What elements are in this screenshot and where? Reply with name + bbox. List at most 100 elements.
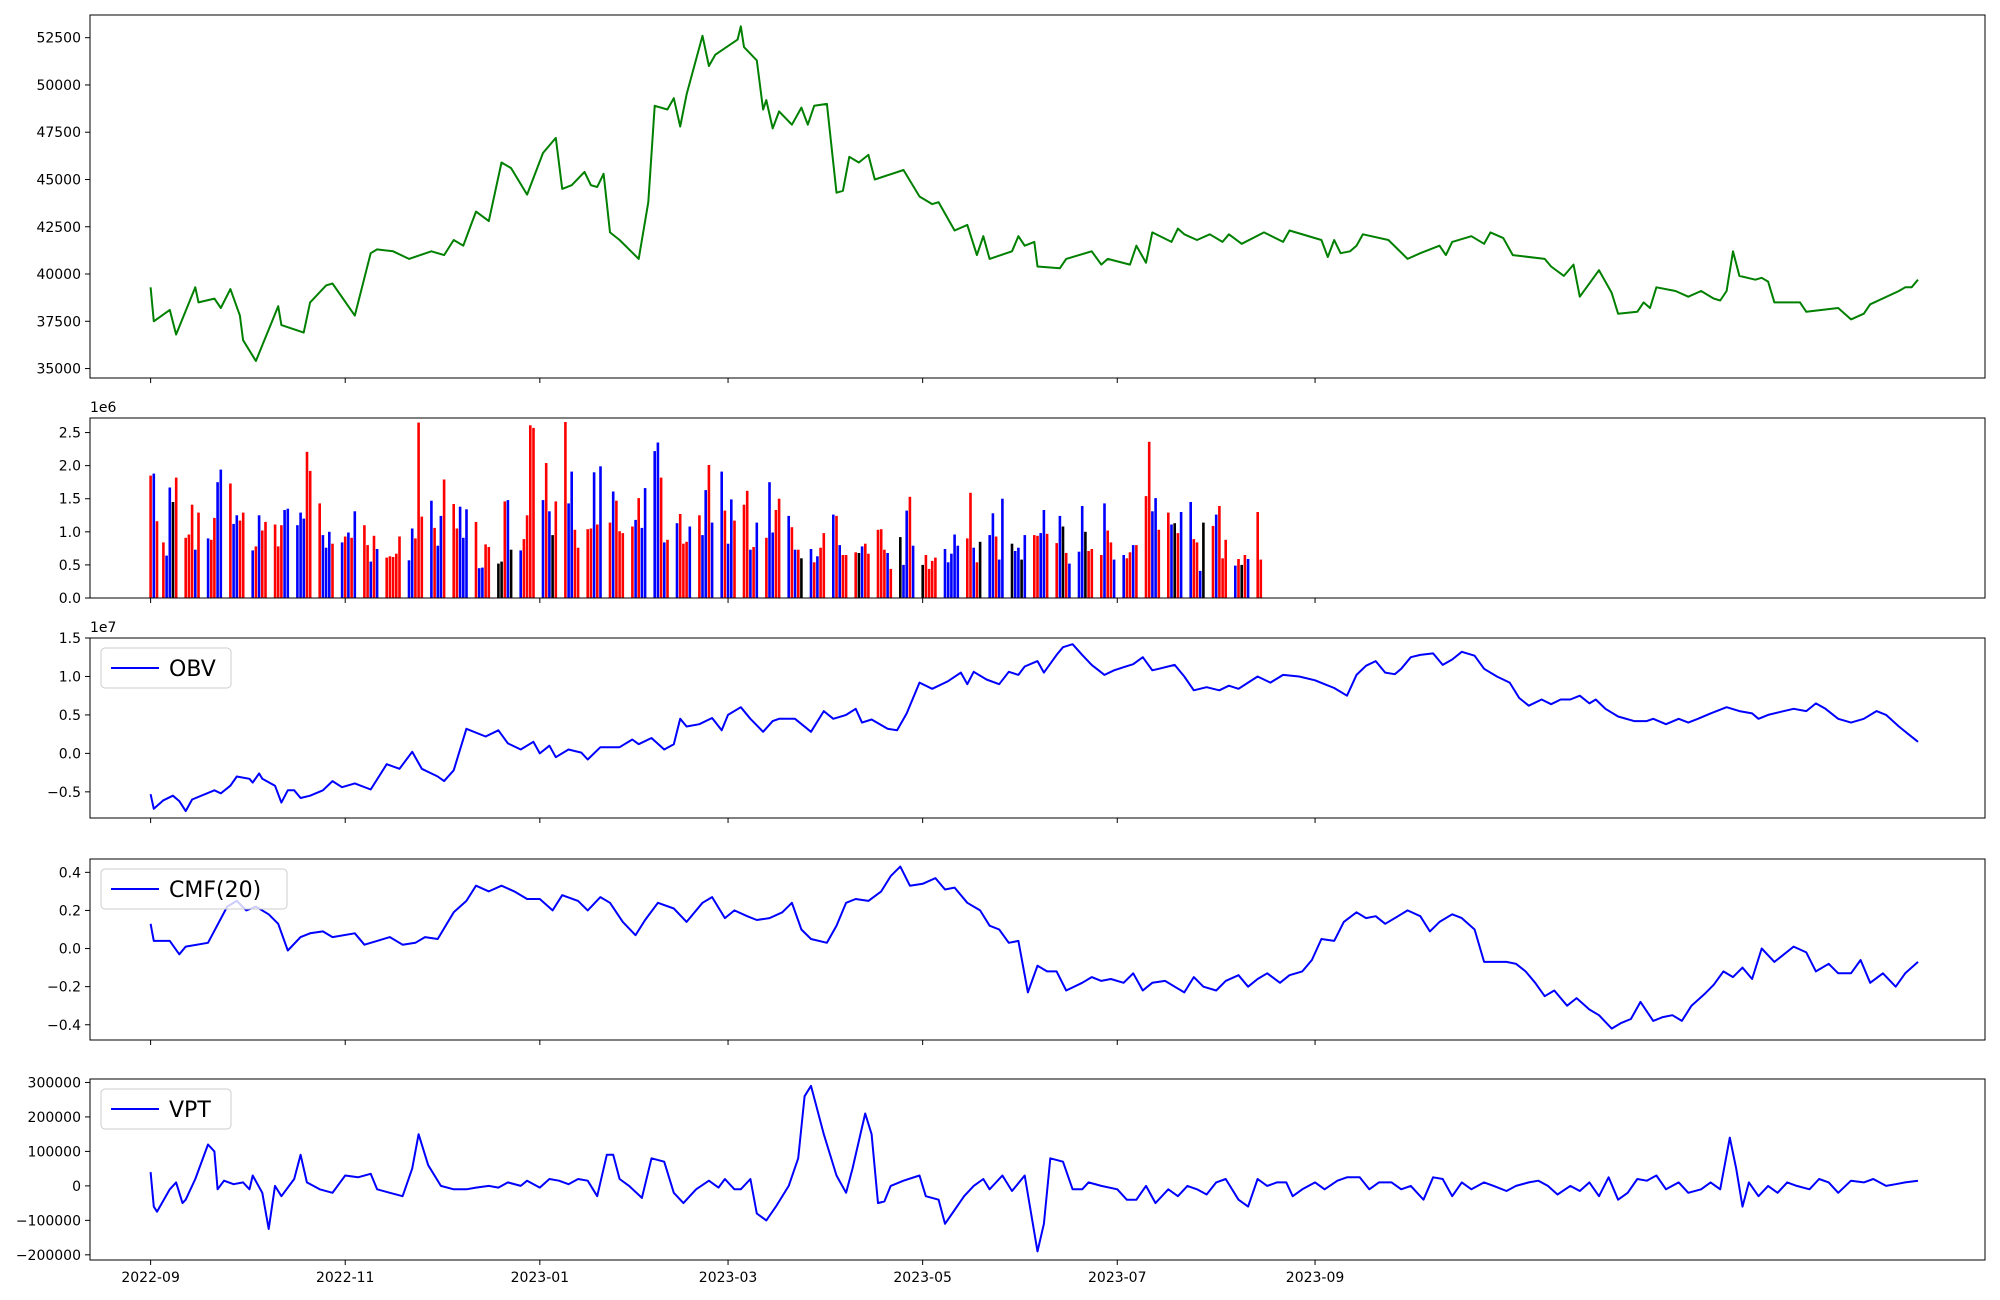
volume-bar (280, 525, 283, 598)
obv-ytick-label: 1.0 (59, 669, 81, 685)
volume-bar (308, 470, 312, 598)
volume-bar (420, 516, 424, 598)
volume-bar (1084, 531, 1087, 598)
price-ytick-label: 45000 (36, 172, 81, 188)
volume-bar (816, 556, 819, 598)
cmf-ytick-label: 0.4 (59, 865, 81, 881)
volume-bar (436, 545, 440, 598)
volume-bar (1087, 551, 1090, 598)
x-tick-label: 2023-01 (511, 1270, 570, 1286)
volume-bar (525, 515, 529, 598)
cmf-line (149, 865, 1919, 1030)
volume-bar (908, 496, 912, 598)
volume-bar (1154, 498, 1157, 598)
volume-bar (318, 503, 321, 598)
volume-bar (1128, 552, 1132, 598)
volume-bar (194, 549, 197, 598)
volume-bar (777, 498, 781, 598)
volume-bar (1135, 545, 1138, 598)
volume-bar (621, 533, 625, 598)
volume-bar (975, 562, 979, 598)
vpt-legend: VPT (100, 1088, 232, 1130)
price-ytick-label: 42500 (36, 220, 81, 236)
volume-bar (1214, 514, 1218, 598)
volume-bar (698, 515, 701, 598)
volume-bar (1106, 530, 1109, 598)
volume-bar (1058, 515, 1062, 598)
volume-bar (155, 521, 159, 598)
volume-bar (1240, 564, 1243, 598)
volume-bar (685, 541, 688, 598)
vpt-axes-frame (89, 1078, 1986, 1261)
volume-bar (497, 563, 500, 598)
cmf-ytick-label: 0.2 (59, 903, 81, 919)
volume-bar (576, 547, 580, 598)
volume-bar (1218, 506, 1221, 598)
volume-ytick-label: 2.0 (59, 459, 81, 475)
volume-bar (1061, 526, 1065, 598)
volume-bar (675, 523, 679, 598)
price-line (149, 25, 1919, 362)
volume-bar (634, 519, 637, 598)
volume-ytick-label: 0.5 (59, 558, 81, 574)
volume-bar (551, 535, 554, 598)
volume-bar (264, 521, 267, 598)
volume-bar (257, 515, 261, 598)
volume-bar (171, 502, 175, 598)
volume-bar (921, 564, 924, 598)
volume-bar (433, 527, 436, 598)
volume-bar (321, 535, 325, 598)
volume-bar (953, 534, 956, 598)
volume-bar (643, 488, 647, 598)
volume-bar (213, 517, 216, 598)
legend-label: OBV (169, 657, 216, 682)
volume-bar (596, 524, 599, 598)
cmf-panel: −0.4 −0.2 0.0 0.2 0.4 CMF(20) (47, 858, 1986, 1045)
volume-bar (972, 547, 975, 598)
volume-bar (340, 542, 344, 598)
volume-bar (522, 539, 526, 598)
volume-bar (1090, 549, 1094, 598)
volume-bar (398, 536, 401, 598)
obv-axes-frame (89, 637, 1986, 819)
volume-bar (503, 501, 507, 598)
obv-panel: −0.5 0.0 0.5 1.0 1.5 1e7 OBV (47, 620, 1986, 823)
volume-bar (1221, 558, 1224, 598)
volume-bar (1010, 543, 1014, 598)
volume-bar (1157, 529, 1161, 598)
volume-bar (465, 509, 468, 598)
volume-bar (570, 471, 573, 598)
volume-bar (506, 500, 510, 598)
volume-axes-frame (89, 417, 1986, 599)
cmf-ytick-label: 0.0 (59, 942, 81, 958)
volume-bar (857, 553, 861, 598)
volume-bar (210, 539, 213, 598)
volume-bar (500, 561, 503, 598)
volume-bar (902, 564, 905, 598)
volume-bar (1243, 555, 1247, 598)
volume-ytick-label: 1.0 (59, 525, 81, 541)
volume-bar (324, 547, 328, 598)
obv-offset-text: 1e7 (90, 620, 116, 636)
volume-bar (261, 530, 264, 598)
volume-bar (458, 506, 462, 598)
volume-bar (430, 500, 433, 598)
volume-bar (704, 490, 707, 598)
price-ytick-label: 47500 (36, 125, 81, 141)
volume-bar (905, 510, 908, 598)
volume-bar (710, 522, 714, 598)
volume-bar (889, 568, 893, 598)
volume-bar (730, 499, 733, 598)
volume-bar (832, 514, 835, 598)
volume-offset-text: 1e6 (90, 400, 117, 416)
volume-bar (187, 534, 191, 598)
volume-bar (956, 545, 960, 598)
volume-bar (544, 463, 548, 598)
volume-bar (688, 526, 692, 598)
volume-bar (395, 553, 398, 598)
volume-bar (934, 557, 937, 598)
volume-bar (1189, 502, 1192, 598)
volume-bar (997, 559, 1001, 598)
volume-bar (678, 514, 682, 598)
